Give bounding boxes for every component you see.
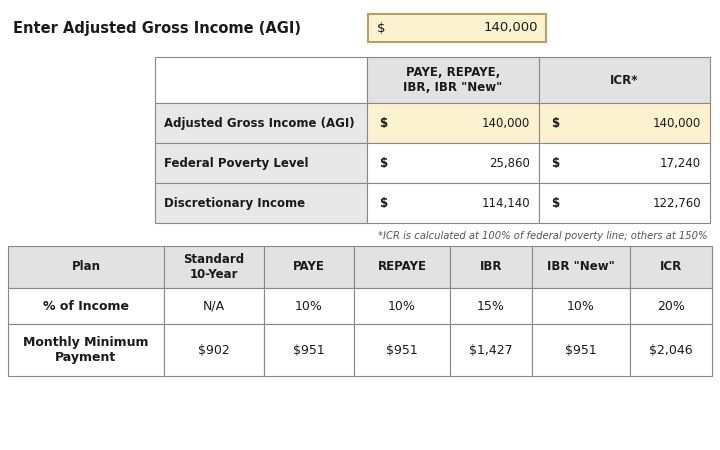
- Text: Federal Poverty Level: Federal Poverty Level: [164, 157, 308, 170]
- Bar: [450, 288, 532, 324]
- Text: $: $: [551, 197, 559, 210]
- Text: $902: $902: [198, 343, 230, 356]
- Bar: [539, 103, 710, 143]
- Text: Discretionary Income: Discretionary Income: [164, 197, 305, 210]
- Text: IBR "New": IBR "New": [547, 261, 615, 274]
- Bar: [630, 288, 712, 324]
- Bar: [368, 14, 546, 42]
- Text: 25,860: 25,860: [489, 157, 530, 170]
- Text: 114,140: 114,140: [482, 197, 530, 210]
- Text: 140,000: 140,000: [484, 22, 538, 35]
- Text: $951: $951: [386, 343, 418, 356]
- Text: N/A: N/A: [203, 300, 225, 312]
- Bar: [155, 57, 367, 103]
- Text: Standard
10-Year: Standard 10-Year: [184, 253, 245, 281]
- Bar: [8, 288, 164, 324]
- Bar: [450, 324, 532, 376]
- Bar: [367, 57, 539, 103]
- Bar: [630, 246, 712, 288]
- Text: $: $: [551, 117, 559, 130]
- Text: IBR: IBR: [480, 261, 503, 274]
- Text: $: $: [379, 157, 387, 170]
- Bar: [367, 143, 539, 183]
- Text: $: $: [551, 157, 559, 170]
- Text: *ICR is calculated at 100% of federal poverty line; others at 150%: *ICR is calculated at 100% of federal po…: [379, 231, 708, 241]
- Text: ICR: ICR: [660, 261, 682, 274]
- Text: 140,000: 140,000: [653, 117, 701, 130]
- Bar: [155, 143, 367, 183]
- Bar: [532, 246, 630, 288]
- Text: 10%: 10%: [388, 300, 416, 312]
- Text: $951: $951: [293, 343, 325, 356]
- Bar: [630, 324, 712, 376]
- Text: $: $: [379, 197, 387, 210]
- Text: 10%: 10%: [567, 300, 595, 312]
- Bar: [450, 246, 532, 288]
- Text: $: $: [377, 22, 385, 35]
- Text: 10%: 10%: [295, 300, 323, 312]
- Bar: [8, 324, 164, 376]
- Bar: [539, 57, 710, 103]
- Bar: [354, 288, 450, 324]
- Text: Plan: Plan: [71, 261, 101, 274]
- Bar: [264, 324, 354, 376]
- Text: 15%: 15%: [477, 300, 505, 312]
- Bar: [164, 246, 264, 288]
- Text: $951: $951: [565, 343, 597, 356]
- Bar: [539, 143, 710, 183]
- Bar: [155, 103, 367, 143]
- Text: REPAYE: REPAYE: [377, 261, 426, 274]
- Bar: [354, 324, 450, 376]
- Bar: [539, 183, 710, 223]
- Text: PAYE, REPAYE,
IBR, IBR "New": PAYE, REPAYE, IBR, IBR "New": [403, 66, 503, 94]
- Bar: [264, 288, 354, 324]
- Text: PAYE: PAYE: [293, 261, 325, 274]
- Bar: [164, 288, 264, 324]
- Text: 20%: 20%: [657, 300, 685, 312]
- Text: Monthly Minimum
Payment: Monthly Minimum Payment: [23, 336, 149, 364]
- Text: ICR*: ICR*: [611, 73, 639, 86]
- Bar: [164, 324, 264, 376]
- Bar: [532, 288, 630, 324]
- Bar: [367, 103, 539, 143]
- Text: Enter Adjusted Gross Income (AGI): Enter Adjusted Gross Income (AGI): [13, 21, 301, 36]
- Bar: [264, 246, 354, 288]
- Text: 140,000: 140,000: [482, 117, 530, 130]
- Bar: [532, 324, 630, 376]
- Bar: [8, 246, 164, 288]
- Text: 17,240: 17,240: [660, 157, 701, 170]
- Text: 122,760: 122,760: [652, 197, 701, 210]
- Text: Adjusted Gross Income (AGI): Adjusted Gross Income (AGI): [164, 117, 355, 130]
- Text: $2,046: $2,046: [649, 343, 693, 356]
- Text: $: $: [379, 117, 387, 130]
- Bar: [155, 183, 367, 223]
- Text: % of Income: % of Income: [43, 300, 129, 312]
- Bar: [367, 183, 539, 223]
- Bar: [354, 246, 450, 288]
- Text: $1,427: $1,427: [469, 343, 513, 356]
